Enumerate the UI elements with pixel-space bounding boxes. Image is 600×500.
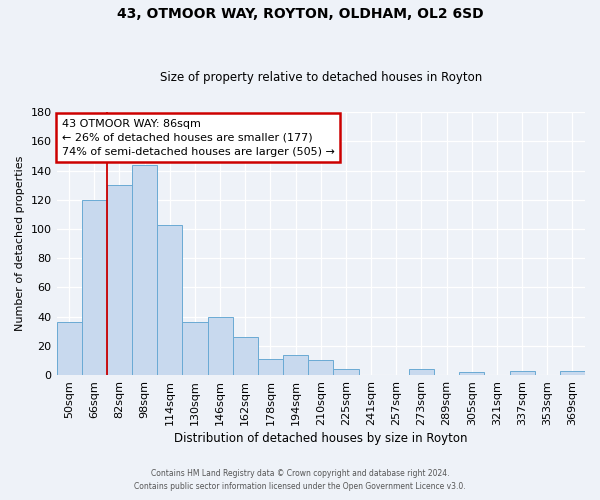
Bar <box>56 322 82 375</box>
Y-axis label: Number of detached properties: Number of detached properties <box>15 156 25 331</box>
Text: 43, OTMOOR WAY, ROYTON, OLDHAM, OL2 6SD: 43, OTMOOR WAY, ROYTON, OLDHAM, OL2 6SD <box>116 8 484 22</box>
Title: Size of property relative to detached houses in Royton: Size of property relative to detached ho… <box>160 72 482 85</box>
Bar <box>258 359 283 375</box>
X-axis label: Distribution of detached houses by size in Royton: Distribution of detached houses by size … <box>174 432 467 445</box>
Bar <box>509 370 535 375</box>
Bar <box>107 185 132 375</box>
Bar <box>82 200 107 375</box>
Bar <box>334 369 359 375</box>
Bar <box>560 370 585 375</box>
Bar <box>157 224 182 375</box>
Bar <box>409 369 434 375</box>
Bar <box>308 360 334 375</box>
Bar <box>459 372 484 375</box>
Bar <box>233 337 258 375</box>
Bar <box>182 322 208 375</box>
Bar <box>132 164 157 375</box>
Text: 43 OTMOOR WAY: 86sqm
← 26% of detached houses are smaller (177)
74% of semi-deta: 43 OTMOOR WAY: 86sqm ← 26% of detached h… <box>62 118 335 156</box>
Bar <box>208 316 233 375</box>
Bar <box>283 354 308 375</box>
Text: Contains public sector information licensed under the Open Government Licence v3: Contains public sector information licen… <box>134 482 466 491</box>
Text: Contains HM Land Registry data © Crown copyright and database right 2024.: Contains HM Land Registry data © Crown c… <box>151 468 449 477</box>
